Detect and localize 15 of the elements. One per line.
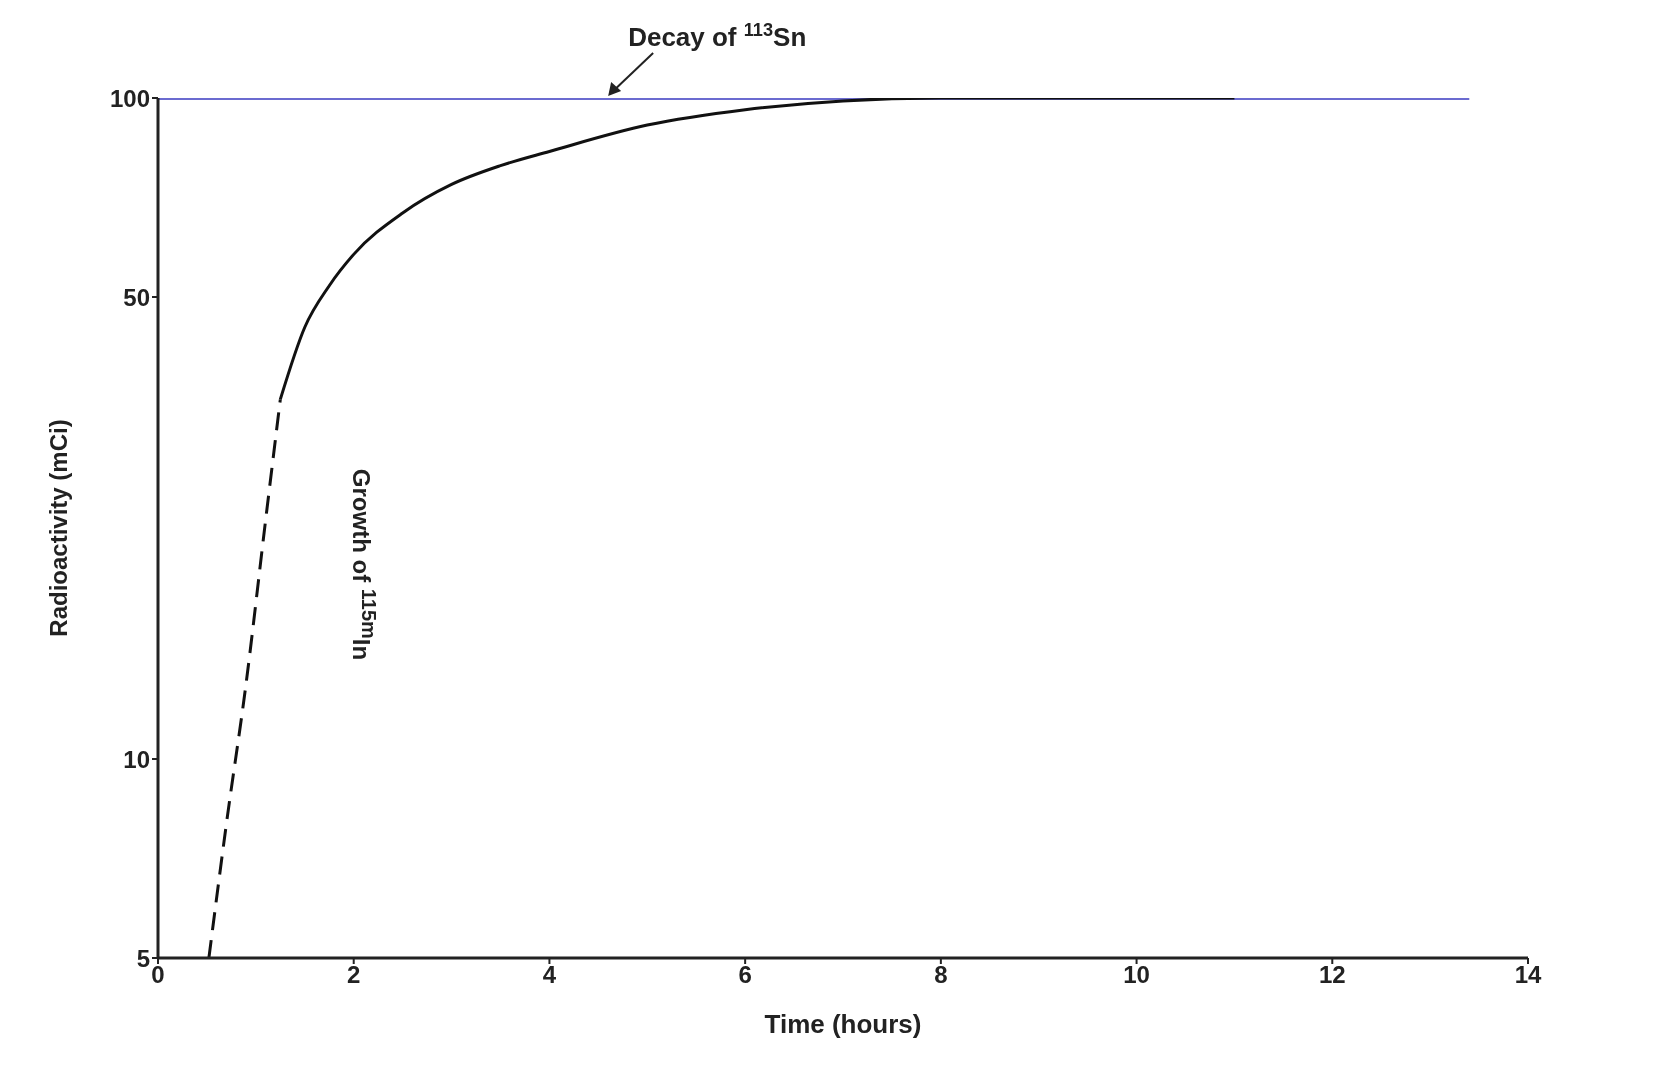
- y-tick-label: 50: [123, 283, 150, 311]
- x-tick-label: 8: [934, 961, 948, 989]
- x-tick-label: 10: [1123, 961, 1150, 989]
- x-tick-label: 14: [1514, 961, 1542, 989]
- y-tick-label: 5: [136, 944, 150, 972]
- annotation: Decay of $^{113}$Sn: [628, 20, 807, 52]
- x-axis-title: Time (hours): [764, 1009, 922, 1039]
- y-tick-label: 100: [109, 84, 150, 112]
- x-tick-label: 2: [347, 961, 361, 989]
- x-tick-label: 12: [1318, 961, 1346, 989]
- x-tick-label: 0: [151, 961, 165, 989]
- x-tick-label: 4: [542, 961, 557, 989]
- y-tick-label: 10: [123, 745, 150, 773]
- x-tick-label: 6: [738, 961, 752, 989]
- y-axis-title: Radioactivity (mCi): [44, 419, 72, 637]
